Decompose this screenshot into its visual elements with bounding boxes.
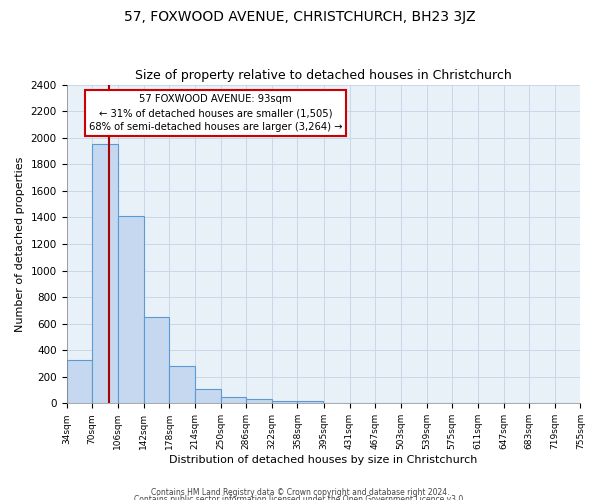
- Bar: [169, 366, 195, 404]
- Text: 57 FOXWOOD AVENUE: 93sqm
← 31% of detached houses are smaller (1,505)
68% of sem: 57 FOXWOOD AVENUE: 93sqm ← 31% of detach…: [89, 94, 343, 132]
- X-axis label: Distribution of detached houses by size in Christchurch: Distribution of detached houses by size …: [169, 455, 478, 465]
- Bar: [67, 360, 92, 404]
- Bar: [118, 216, 143, 404]
- Bar: [92, 144, 118, 404]
- Text: 57, FOXWOOD AVENUE, CHRISTCHURCH, BH23 3JZ: 57, FOXWOOD AVENUE, CHRISTCHURCH, BH23 3…: [124, 10, 476, 24]
- Bar: [143, 317, 169, 404]
- Title: Size of property relative to detached houses in Christchurch: Size of property relative to detached ho…: [135, 69, 512, 82]
- Bar: [298, 402, 323, 404]
- Bar: [221, 398, 246, 404]
- Text: Contains HM Land Registry data © Crown copyright and database right 2024.: Contains HM Land Registry data © Crown c…: [151, 488, 449, 497]
- Bar: [272, 400, 298, 404]
- Y-axis label: Number of detached properties: Number of detached properties: [15, 156, 25, 332]
- Bar: [246, 398, 272, 404]
- Bar: [195, 390, 221, 404]
- Text: Contains public sector information licensed under the Open Government Licence v3: Contains public sector information licen…: [134, 496, 466, 500]
